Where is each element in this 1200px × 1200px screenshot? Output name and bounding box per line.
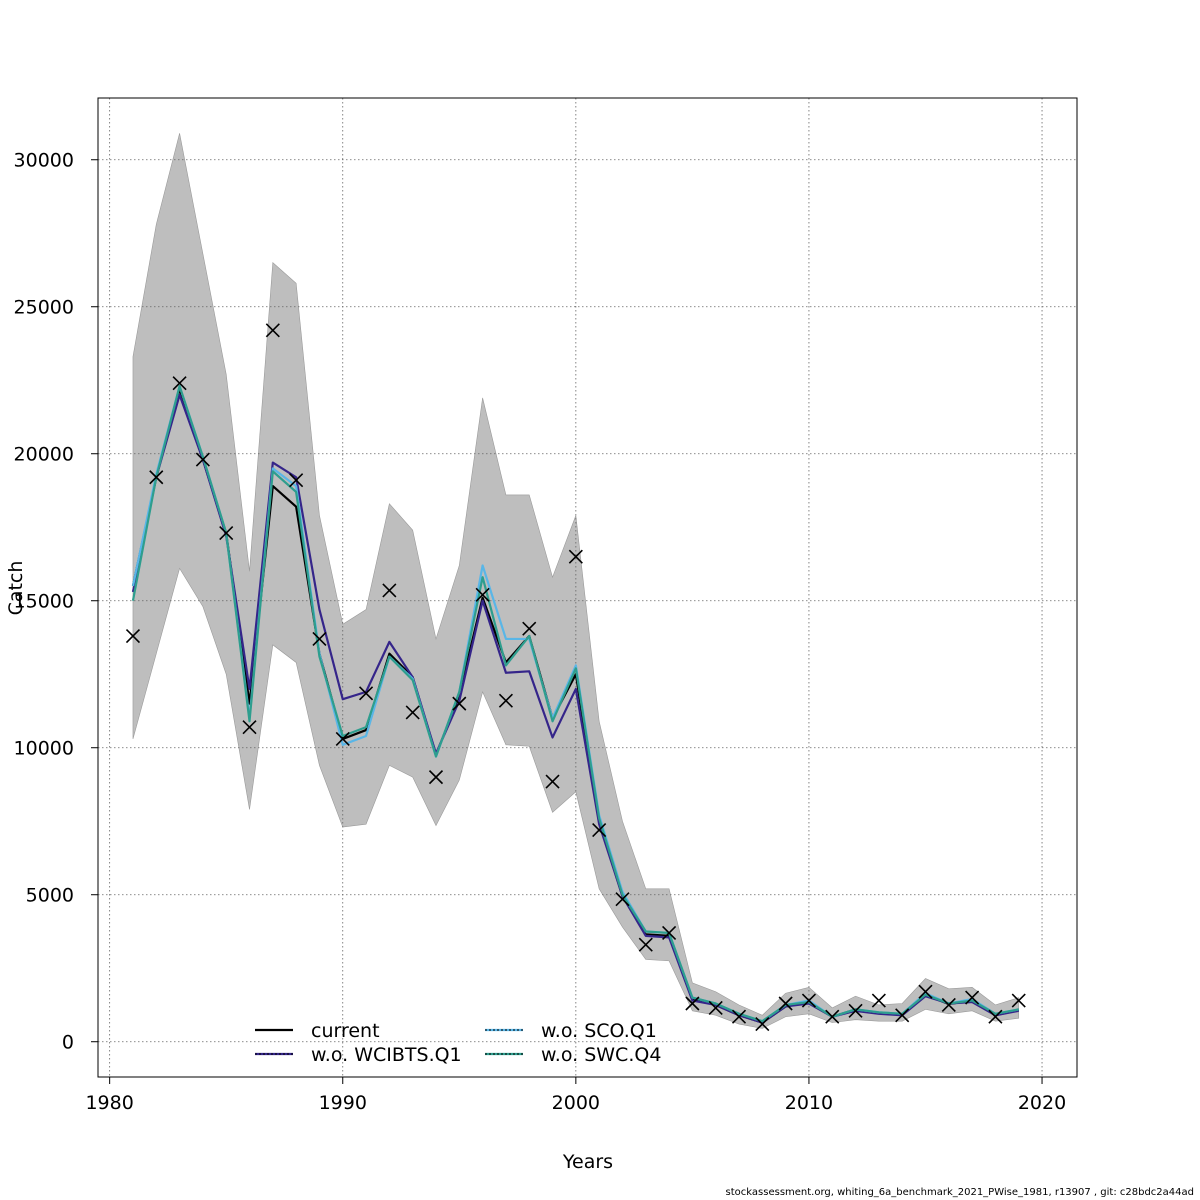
plot-frame [97, 97, 1078, 1078]
observed-point [475, 587, 490, 602]
observed-point [778, 996, 793, 1011]
grid [98, 98, 1077, 1077]
observed-point [405, 705, 420, 720]
observed-point [755, 1017, 770, 1032]
series-lines [131, 385, 1019, 1024]
observed-point [685, 996, 700, 1011]
observed-point [219, 526, 234, 541]
legend-label: w.o. SCO.Q1 [541, 1020, 657, 1042]
observed-point [638, 937, 653, 952]
observed-point [848, 1003, 863, 1018]
x-tick-label: 1990 [319, 1092, 367, 1114]
observed-point [358, 686, 374, 701]
x-axis-title: Years [562, 1151, 613, 1173]
observed-point [731, 1009, 747, 1024]
y-axis: 0 5000 10000 15000 20000 25000 30000 [14, 150, 98, 1054]
x-tick-label: 2000 [552, 1092, 600, 1114]
observed-point [289, 473, 304, 488]
observed-point [195, 452, 210, 467]
y-tick-label: 25000 [14, 297, 74, 319]
footer-caption: stockassessment.org, whiting_6a_benchmar… [725, 1187, 1194, 1198]
y-tick-label: 10000 [14, 738, 74, 760]
y-tick-label: 20000 [14, 444, 74, 466]
legend-label: w.o. SWC.Q4 [541, 1044, 661, 1066]
observed-point [335, 731, 350, 746]
legend-label: current [311, 1020, 380, 1042]
observed-point [428, 770, 444, 785]
observed-points [125, 323, 1026, 1032]
x-axis: 1980 1990 2000 2010 2020 [85, 1077, 1066, 1114]
observed-point [149, 470, 164, 485]
series-line-3 [131, 385, 1019, 1023]
y-tick-label: 30000 [14, 150, 74, 172]
observed-point [965, 990, 980, 1005]
x-tick-label: 1980 [85, 1092, 133, 1114]
x-tick-label: 2020 [1018, 1092, 1066, 1114]
y-axis-title: Catch [5, 561, 27, 616]
observed-point [242, 720, 257, 735]
observed-point [568, 549, 583, 564]
confidence-band [132, 133, 1020, 1029]
observed-point [545, 774, 560, 789]
band-area [132, 133, 1020, 1029]
observed-point [871, 993, 886, 1008]
observed-point [1011, 993, 1026, 1008]
series-line-1 [131, 393, 1019, 1024]
x-tick-label: 2010 [785, 1092, 833, 1114]
y-tick-label: 15000 [14, 591, 74, 613]
observed-point [125, 628, 141, 644]
y-tick-label: 0 [62, 1032, 74, 1054]
observed-point [498, 693, 513, 708]
observed-point [172, 376, 187, 391]
observed-point [801, 993, 817, 1008]
observed-point [895, 1008, 910, 1023]
observed-point [522, 621, 537, 636]
observed-point [592, 822, 607, 838]
observed-point [918, 984, 933, 999]
observed-point [662, 925, 677, 941]
observed-point [825, 1009, 840, 1024]
observed-point [382, 583, 397, 598]
observed-point [312, 631, 327, 647]
observed-point [615, 892, 630, 907]
legend-label: w.o. WCIBTS.Q1 [311, 1044, 462, 1066]
y-tick-label: 5000 [26, 885, 74, 907]
observed-point [265, 323, 280, 338]
observed-point [988, 1009, 1003, 1024]
observed-point [452, 696, 467, 711]
observed-point [708, 1000, 723, 1015]
observed-point [941, 997, 956, 1013]
